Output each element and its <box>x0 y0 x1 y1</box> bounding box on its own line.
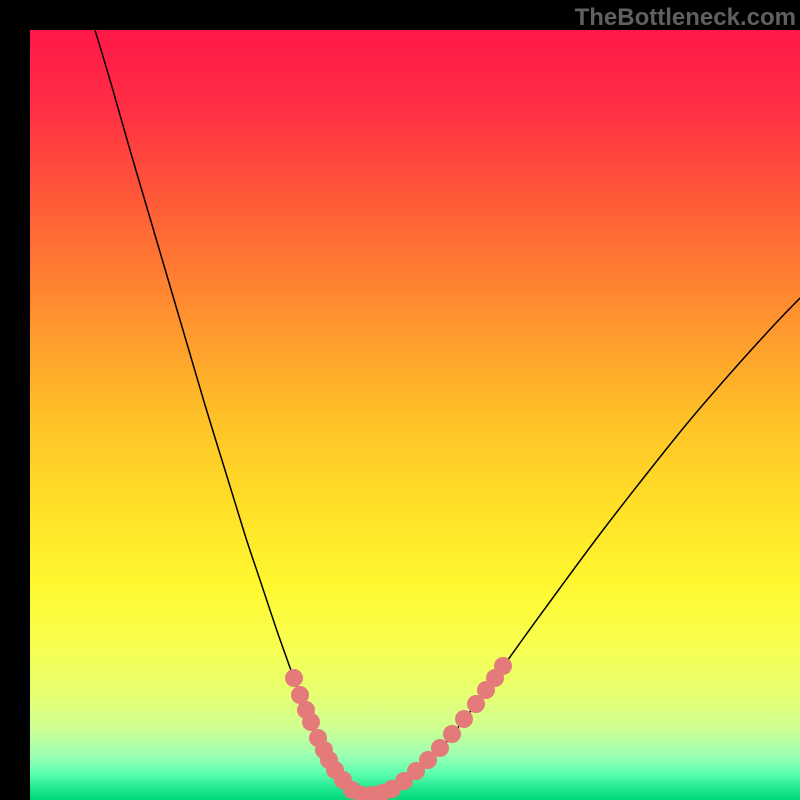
markers-left <box>285 669 371 800</box>
marker-point <box>455 710 473 728</box>
marker-point <box>285 669 303 687</box>
curve-left <box>95 30 362 795</box>
chart-container: TheBottleneck.com <box>0 0 800 800</box>
curve-overlay <box>0 0 800 800</box>
marker-point <box>443 725 461 743</box>
markers-right <box>363 657 512 800</box>
marker-point <box>431 739 449 757</box>
marker-point <box>494 657 512 675</box>
curve-right <box>362 298 800 795</box>
watermark-text: TheBottleneck.com <box>575 4 796 32</box>
marker-point <box>302 713 320 731</box>
